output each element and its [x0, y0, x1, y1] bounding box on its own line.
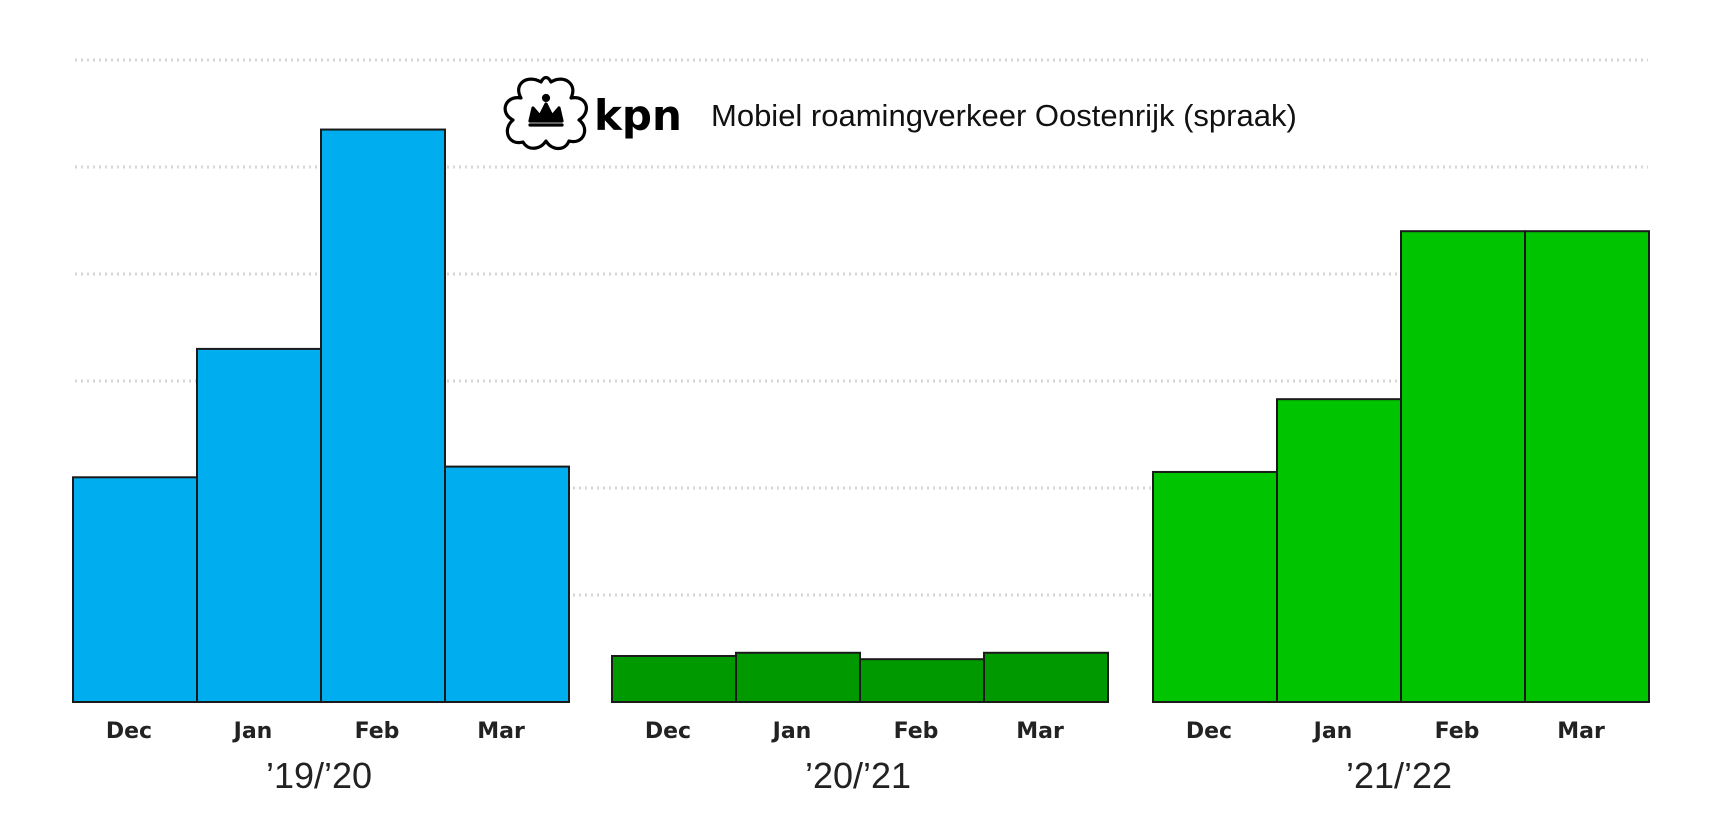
bar-mar-2	[983, 651, 1109, 704]
kpn-wordmark: kpn	[594, 91, 682, 140]
tick-label: Dec	[645, 719, 691, 744]
tick-label: Feb	[1435, 719, 1480, 744]
bar-dec-2	[611, 654, 737, 703]
gridlines	[75, 58, 1648, 597]
tick-label: Mar	[1557, 719, 1605, 744]
tick-label: Mar	[1016, 719, 1064, 744]
season-label: ’20/’21	[805, 755, 911, 796]
bar-mar-1	[444, 465, 570, 703]
bar-jan-1	[196, 347, 322, 703]
chart-title: Mobiel roamingverkeer Oostenrijk (spraak…	[711, 98, 1297, 133]
kpn-logo: kpn	[503, 75, 682, 151]
bar-mar-3	[1524, 230, 1650, 703]
bar-jan-2	[735, 651, 861, 704]
bar-dec-3	[1152, 470, 1278, 704]
season-label: ’19/’20	[266, 755, 372, 796]
tick-label: Jan	[1312, 719, 1353, 744]
season-label: ’21/’22	[1346, 755, 1452, 796]
tick-label: Dec	[106, 719, 152, 744]
kpn-crown-logo-icon	[503, 75, 588, 151]
tick-label: Feb	[894, 719, 939, 744]
bars	[72, 128, 1650, 704]
bar-feb-2	[859, 658, 985, 704]
axis-labels: Dec Jan Feb Mar ’19/’20 Dec Jan Feb Mar ’20/’21 De…	[106, 719, 1605, 796]
tick-label: Mar	[477, 719, 525, 744]
bar-feb-3	[1400, 230, 1526, 703]
tick-label: Jan	[771, 719, 812, 744]
tick-label: Jan	[232, 719, 273, 744]
bar-feb-1	[320, 128, 446, 704]
tick-label: Dec	[1186, 719, 1232, 744]
tick-label: Feb	[355, 719, 400, 744]
bar-jan-3	[1276, 398, 1402, 703]
bar-dec-1	[72, 476, 198, 703]
